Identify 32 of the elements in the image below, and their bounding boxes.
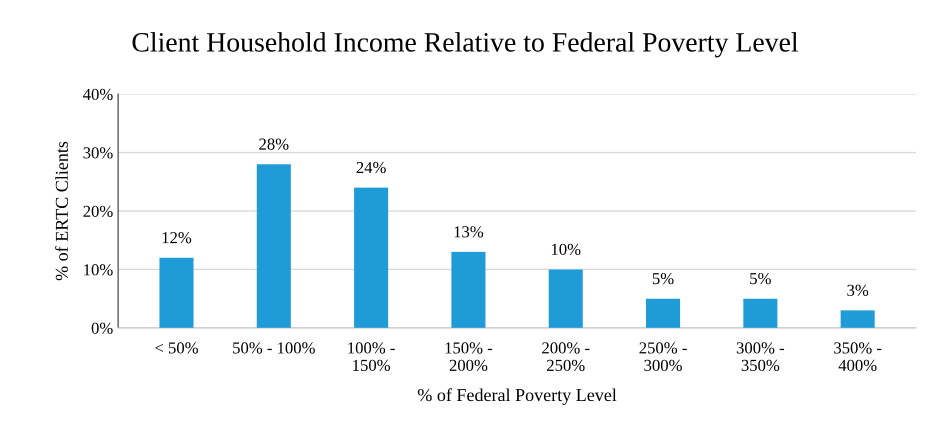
bar bbox=[159, 258, 194, 328]
bar bbox=[840, 310, 875, 328]
x-tick-label: 150% - 200% bbox=[446, 342, 492, 372]
x-tick-label: 200% - 250% bbox=[542, 342, 590, 372]
y-tick-label: 20% bbox=[83, 206, 113, 218]
data-label: 12% bbox=[162, 232, 192, 244]
data-label: 5% bbox=[750, 272, 771, 284]
x-tick-label: 100% - 150% bbox=[348, 342, 395, 372]
data-label: 28% bbox=[259, 138, 289, 150]
data-label: 24% bbox=[356, 162, 386, 174]
bar bbox=[548, 269, 583, 328]
data-label: 10% bbox=[552, 244, 580, 256]
bar bbox=[354, 188, 388, 328]
y-tick-label: 10% bbox=[84, 264, 113, 276]
x-tick-label: 300% - 350% bbox=[736, 342, 784, 372]
data-label: 13% bbox=[454, 226, 484, 238]
y-tick-label: 40% bbox=[83, 88, 113, 100]
y-tick-label: 0% bbox=[92, 322, 113, 334]
bar bbox=[743, 298, 778, 328]
bar bbox=[256, 164, 291, 328]
x-tick-label: 350% - 400% bbox=[834, 342, 882, 372]
x-tick-label: < 50% bbox=[155, 342, 198, 354]
x-tick-label: 250% - 300% bbox=[639, 342, 687, 372]
data-label: 5% bbox=[652, 272, 674, 284]
data-label: 3% bbox=[847, 284, 868, 296]
bar bbox=[451, 252, 486, 328]
bar bbox=[646, 298, 680, 328]
x-axis-title: % of Federal Poverty Level bbox=[418, 388, 616, 405]
y-tick-label: 30% bbox=[83, 147, 113, 159]
chart-title: Client Household Income Relative to Federal Poverty Level bbox=[132, 32, 798, 58]
x-tick-label: 50% - 100% bbox=[233, 342, 315, 354]
y-axis-title: % of ERTC Clients bbox=[55, 142, 68, 280]
